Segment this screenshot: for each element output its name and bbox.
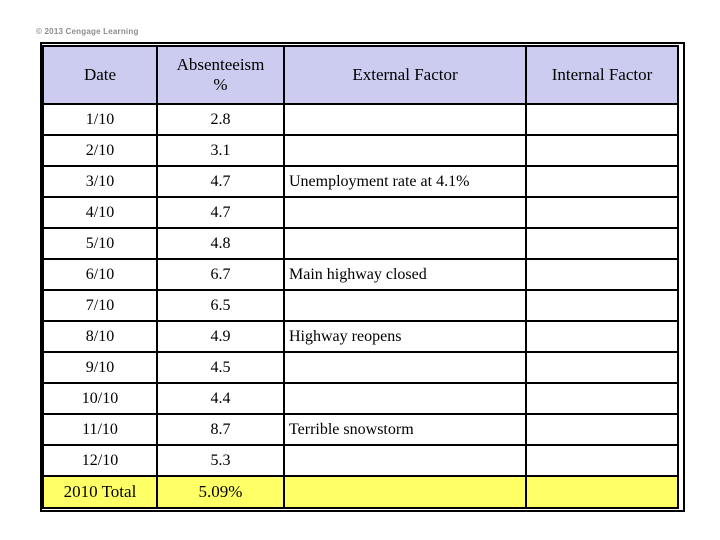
- table-body: 1/10 2.8 2/10 3.1 3/10 4.7 Unemployment rate a…: [42, 103, 679, 477]
- cell-external: [283, 444, 527, 477]
- cell-external: [283, 196, 527, 229]
- cell-internal: [525, 320, 679, 353]
- cell-absenteeism: 8.7: [156, 413, 285, 446]
- cell-date: 7/10: [42, 289, 158, 322]
- total-cell-date: 2010 Total: [42, 475, 158, 509]
- table-footer: 2010 Total 5.09%: [42, 475, 679, 509]
- cell-absenteeism: 4.5: [156, 351, 285, 384]
- cell-external: [283, 351, 527, 384]
- cell-external: Unemployment rate at 4.1%: [283, 165, 527, 198]
- table-row: 1/10 2.8: [42, 103, 679, 136]
- cell-internal: [525, 413, 679, 446]
- cell-date: 11/10: [42, 413, 158, 446]
- cell-internal: [525, 351, 679, 384]
- column-header-internal: Internal Factor: [525, 45, 679, 105]
- cell-date: 12/10: [42, 444, 158, 477]
- absenteeism-table-frame: Date Absenteeism % External Factor Internal…: [40, 42, 685, 512]
- cell-external: [283, 289, 527, 322]
- column-header-absenteeism: Absenteeism %: [156, 45, 285, 105]
- cell-internal: [525, 258, 679, 291]
- cell-external: [283, 134, 527, 167]
- cell-internal: [525, 227, 679, 260]
- absenteeism-table: Date Absenteeism % External Factor Internal…: [42, 45, 679, 509]
- cell-date: 1/10: [42, 103, 158, 136]
- cell-absenteeism: 2.8: [156, 103, 285, 136]
- cell-date: 6/10: [42, 258, 158, 291]
- cell-absenteeism: 5.3: [156, 444, 285, 477]
- table-row: 5/10 4.8: [42, 227, 679, 260]
- cell-date: 9/10: [42, 351, 158, 384]
- cell-date: 4/10: [42, 196, 158, 229]
- total-cell-internal: [525, 475, 679, 509]
- cell-internal: [525, 444, 679, 477]
- table-header: Date Absenteeism % External Factor Internal…: [42, 45, 679, 105]
- cell-external: [283, 103, 527, 136]
- total-cell-external: [283, 475, 527, 509]
- column-header-external: External Factor: [283, 45, 527, 105]
- column-header-date: Date: [42, 45, 158, 105]
- cell-date: 10/10: [42, 382, 158, 415]
- header-row: Date Absenteeism % External Factor Internal…: [42, 45, 679, 105]
- cell-absenteeism: 4.4: [156, 382, 285, 415]
- total-row: 2010 Total 5.09%: [42, 475, 679, 509]
- cell-external: [283, 382, 527, 415]
- cell-absenteeism: 6.5: [156, 289, 285, 322]
- cell-external: [283, 227, 527, 260]
- cell-absenteeism: 4.8: [156, 227, 285, 260]
- cell-date: 5/10: [42, 227, 158, 260]
- cell-internal: [525, 134, 679, 167]
- cell-date: 3/10: [42, 165, 158, 198]
- table-row: 7/10 6.5: [42, 289, 679, 322]
- table-row: 6/10 6.7 Main highway closed: [42, 258, 679, 291]
- cell-internal: [525, 196, 679, 229]
- cell-absenteeism: 6.7: [156, 258, 285, 291]
- table-row: 12/10 5.3: [42, 444, 679, 477]
- cell-internal: [525, 103, 679, 136]
- cell-external: Main highway closed: [283, 258, 527, 291]
- table-row: 11/10 8.7 Terrible snowstorm: [42, 413, 679, 446]
- cell-external: Terrible snowstorm: [283, 413, 527, 446]
- cell-absenteeism: 3.1: [156, 134, 285, 167]
- cell-internal: [525, 289, 679, 322]
- table-row: 3/10 4.7 Unemployment rate at 4.1%: [42, 165, 679, 198]
- table-row: 4/10 4.7: [42, 196, 679, 229]
- table-row: 2/10 3.1: [42, 134, 679, 167]
- cell-internal: [525, 165, 679, 198]
- cell-date: 2/10: [42, 134, 158, 167]
- cell-absenteeism: 4.9: [156, 320, 285, 353]
- cell-absenteeism: 4.7: [156, 165, 285, 198]
- table-row: 9/10 4.5: [42, 351, 679, 384]
- table-row: 8/10 4.9 Highway reopens: [42, 320, 679, 353]
- table-row: 10/10 4.4: [42, 382, 679, 415]
- cell-internal: [525, 382, 679, 415]
- cell-external: Highway reopens: [283, 320, 527, 353]
- cell-absenteeism: 4.7: [156, 196, 285, 229]
- cell-date: 8/10: [42, 320, 158, 353]
- copyright-text: © 2013 Cengage Learning: [36, 27, 139, 36]
- total-cell-absenteeism: 5.09%: [156, 475, 285, 509]
